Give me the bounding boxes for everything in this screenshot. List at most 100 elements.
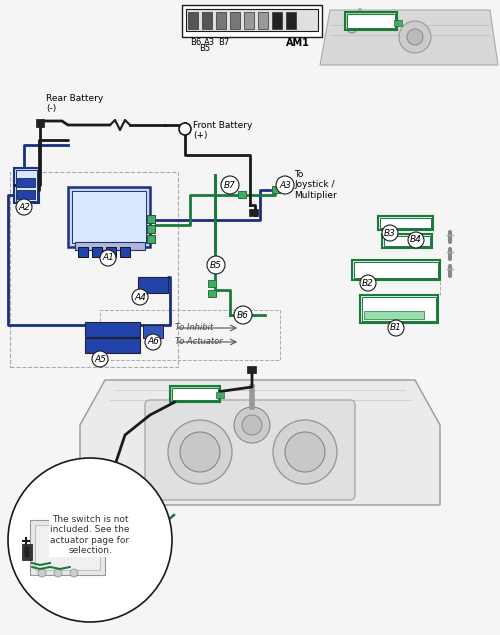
Bar bbox=[36, 119, 44, 127]
Text: A6: A6 bbox=[147, 337, 159, 347]
Bar bbox=[364, 311, 424, 319]
Bar bbox=[78, 247, 88, 257]
Bar bbox=[286, 12, 296, 29]
Bar bbox=[147, 235, 155, 243]
Bar bbox=[147, 225, 155, 233]
Bar bbox=[352, 260, 440, 280]
Bar bbox=[106, 247, 116, 257]
Text: To Actuator: To Actuator bbox=[175, 337, 223, 347]
Polygon shape bbox=[80, 380, 440, 505]
Bar bbox=[188, 12, 198, 29]
Bar bbox=[75, 242, 145, 250]
Bar bbox=[85, 322, 140, 337]
Circle shape bbox=[234, 407, 270, 443]
Circle shape bbox=[388, 320, 404, 336]
Circle shape bbox=[234, 306, 252, 324]
Bar bbox=[230, 12, 240, 29]
Circle shape bbox=[100, 250, 116, 266]
Text: A5: A5 bbox=[94, 354, 106, 363]
Bar bbox=[14, 168, 39, 203]
Text: Rear Battery
(-): Rear Battery (-) bbox=[46, 93, 104, 113]
Circle shape bbox=[92, 351, 108, 367]
Bar bbox=[208, 280, 216, 287]
Polygon shape bbox=[320, 10, 498, 65]
Bar bbox=[138, 277, 168, 293]
Bar bbox=[345, 12, 397, 30]
Circle shape bbox=[221, 176, 239, 194]
Bar bbox=[85, 338, 140, 353]
Text: Front Battery
(+): Front Battery (+) bbox=[193, 121, 252, 140]
Text: B7: B7 bbox=[218, 38, 230, 47]
Circle shape bbox=[273, 420, 337, 484]
Bar bbox=[384, 236, 430, 246]
Bar bbox=[247, 366, 256, 373]
Circle shape bbox=[54, 569, 62, 577]
Circle shape bbox=[132, 289, 148, 305]
Circle shape bbox=[180, 432, 220, 472]
Circle shape bbox=[382, 225, 398, 241]
Circle shape bbox=[408, 232, 424, 248]
Bar bbox=[382, 234, 432, 248]
Bar bbox=[22, 544, 32, 560]
Bar bbox=[208, 290, 216, 297]
Bar bbox=[143, 325, 163, 338]
Bar bbox=[147, 215, 155, 223]
Circle shape bbox=[276, 176, 294, 194]
Bar bbox=[35, 525, 100, 570]
Bar bbox=[202, 12, 212, 29]
Text: B5: B5 bbox=[200, 44, 210, 53]
Text: A3: A3 bbox=[279, 180, 291, 189]
Text: A1: A1 bbox=[102, 253, 114, 262]
Circle shape bbox=[38, 569, 46, 577]
Bar bbox=[347, 14, 395, 28]
Circle shape bbox=[145, 334, 161, 350]
Bar bbox=[258, 12, 268, 29]
Text: A4: A4 bbox=[134, 293, 146, 302]
Text: B4: B4 bbox=[410, 236, 422, 244]
Circle shape bbox=[207, 256, 225, 274]
Bar bbox=[249, 209, 258, 216]
Bar bbox=[17, 190, 35, 199]
Bar bbox=[354, 262, 438, 278]
Circle shape bbox=[168, 420, 232, 484]
Text: B7: B7 bbox=[224, 180, 236, 189]
Text: To Inhibit: To Inhibit bbox=[175, 323, 213, 333]
Bar bbox=[30, 520, 105, 575]
Bar bbox=[100, 310, 280, 360]
Text: B1: B1 bbox=[390, 323, 402, 333]
Bar bbox=[394, 20, 402, 26]
Text: B6: B6 bbox=[237, 311, 249, 319]
Bar bbox=[68, 187, 150, 247]
Text: B6: B6 bbox=[190, 38, 202, 47]
Bar bbox=[272, 12, 282, 29]
Bar bbox=[170, 386, 220, 402]
Bar bbox=[244, 12, 254, 29]
Circle shape bbox=[70, 569, 78, 577]
Bar bbox=[380, 218, 431, 228]
Text: AM1: AM1 bbox=[286, 38, 310, 48]
Bar bbox=[16, 170, 37, 201]
Bar bbox=[216, 392, 224, 398]
Bar bbox=[120, 247, 130, 257]
Circle shape bbox=[8, 458, 172, 622]
Bar bbox=[72, 191, 146, 243]
Bar bbox=[216, 12, 226, 29]
Text: A2: A2 bbox=[18, 203, 30, 211]
Bar bbox=[272, 186, 280, 193]
Text: B5: B5 bbox=[210, 260, 222, 269]
Bar bbox=[17, 178, 35, 187]
Bar bbox=[10, 172, 178, 367]
Circle shape bbox=[285, 432, 325, 472]
Circle shape bbox=[16, 199, 32, 215]
Bar bbox=[92, 247, 102, 257]
Bar bbox=[186, 9, 318, 31]
Text: B2: B2 bbox=[362, 279, 374, 288]
Circle shape bbox=[360, 275, 376, 291]
Circle shape bbox=[347, 23, 357, 33]
FancyBboxPatch shape bbox=[145, 400, 355, 500]
Circle shape bbox=[399, 21, 431, 53]
Bar bbox=[378, 216, 433, 230]
Bar bbox=[362, 297, 436, 321]
Bar bbox=[182, 5, 322, 37]
Circle shape bbox=[407, 29, 423, 45]
